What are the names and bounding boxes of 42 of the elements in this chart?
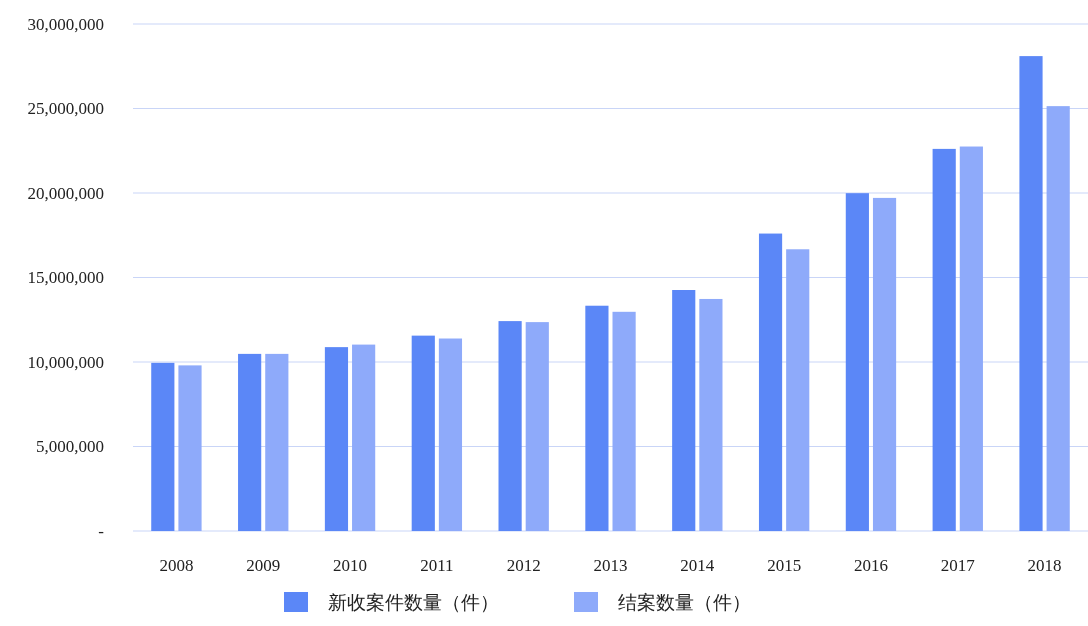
bar	[438, 338, 463, 531]
bar	[178, 365, 202, 531]
x-tick-label: 2008	[159, 556, 194, 575]
y-tick-label: 15,000,000	[27, 268, 104, 288]
bar	[872, 197, 897, 531]
y-tick-label: 30,000,000	[27, 14, 104, 34]
bar	[758, 233, 783, 531]
bar	[238, 353, 262, 531]
bar	[411, 335, 435, 531]
bar	[151, 362, 175, 531]
bar	[612, 311, 636, 531]
x-tick-label: 2009	[246, 556, 281, 575]
x-tick-label: 2013	[593, 556, 628, 575]
bar	[324, 347, 349, 531]
bar	[525, 322, 549, 531]
bar	[786, 249, 810, 531]
bar	[699, 298, 723, 531]
y-tick-label: 10,000,000	[27, 352, 104, 372]
bar	[959, 146, 983, 531]
x-tick-label: 2012	[506, 556, 541, 575]
bar	[585, 305, 609, 531]
y-tick-label: -	[98, 521, 105, 541]
bar	[845, 193, 869, 531]
x-tick-label: 2010	[333, 556, 368, 575]
bar	[932, 148, 956, 531]
x-tick-label: 2011	[420, 556, 454, 575]
y-tick-label: 20,000,000	[27, 183, 104, 203]
bar	[1019, 56, 1043, 531]
bar	[672, 290, 696, 531]
bar	[1046, 106, 1070, 531]
x-tick-label: 2017	[940, 556, 976, 575]
bar	[352, 344, 376, 531]
x-tick-label: 2015	[767, 556, 802, 575]
legend-label: 结案数量（件）	[618, 591, 751, 613]
legend-label: 新收案件数量（件）	[328, 591, 499, 613]
x-tick-label: 2016	[853, 556, 888, 575]
y-tick-label: 5,000,000	[36, 437, 104, 457]
y-tick-label: 25,000,000	[27, 99, 104, 119]
bar	[265, 353, 289, 531]
x-tick-label: 2018	[1027, 556, 1062, 575]
x-tick-label: 2014	[680, 556, 715, 575]
bar	[498, 321, 522, 531]
